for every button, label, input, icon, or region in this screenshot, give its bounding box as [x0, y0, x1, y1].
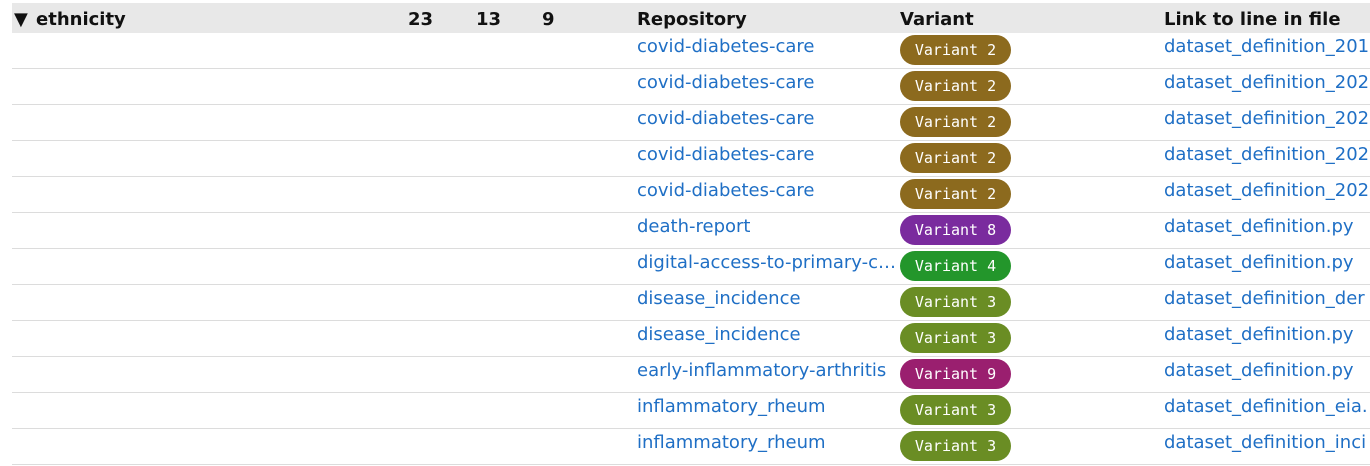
file-link[interactable]: dataset_definition_eia.	[1164, 396, 1368, 417]
repository-link[interactable]: digital-access-to-primary-c…	[637, 252, 895, 273]
repository-link[interactable]: covid-diabetes-care	[637, 180, 815, 201]
file-link[interactable]: dataset_definition_202	[1164, 180, 1370, 201]
file-link[interactable]: dataset_definition_202	[1164, 144, 1370, 165]
file-link[interactable]: dataset_definition.py	[1164, 324, 1354, 345]
table-row: covid-diabetes-care Variant 2 dataset_defi…	[12, 105, 1370, 141]
repository-link[interactable]: death-report	[637, 216, 751, 237]
file-link[interactable]: dataset_definition_inci	[1164, 432, 1367, 453]
variant-badge: Variant 3	[900, 323, 1011, 353]
table-row: inflammatory_rheum Variant 3 dataset_defin…	[12, 429, 1370, 465]
variant-badge: Variant 2	[900, 107, 1011, 137]
repository-link[interactable]: early-inflammatory-arthritis	[637, 360, 887, 381]
file-link[interactable]: dataset_definition.py	[1164, 252, 1354, 273]
file-link[interactable]: dataset_definition_202	[1164, 108, 1370, 129]
variant-badge: Variant 3	[900, 287, 1011, 317]
repository-link[interactable]: disease_incidence	[637, 288, 801, 309]
variant-badge: Variant 3	[900, 431, 1011, 461]
variant-badge: Variant 2	[900, 143, 1011, 173]
count: 9	[542, 9, 555, 30]
file-link[interactable]: dataset_definition_201	[1164, 36, 1370, 57]
repository-link[interactable]: covid-diabetes-care	[637, 72, 815, 93]
table-row: covid-diabetes-care Variant 2 dataset_defi…	[12, 33, 1370, 69]
repository-link[interactable]: inflammatory_rheum	[637, 396, 826, 417]
variant-badge: Variant 8	[900, 215, 1011, 245]
variant-badge: Variant 2	[900, 179, 1011, 209]
file-link[interactable]: dataset_definition.py	[1164, 360, 1354, 381]
repository-link[interactable]: covid-diabetes-care	[637, 144, 815, 165]
repository-link[interactable]: covid-diabetes-care	[637, 108, 815, 129]
variant-badge: Variant 2	[900, 35, 1011, 65]
column-header: Link to line in file	[1164, 9, 1341, 30]
file-link[interactable]: dataset_definition.py	[1164, 216, 1354, 237]
variant-badge: Variant 3	[900, 395, 1011, 425]
column-header: Repository	[637, 9, 747, 30]
column-header: Variant	[900, 9, 974, 30]
count: 13	[476, 9, 502, 30]
table-row: early-inflammatory-arthritis Variant 9 dat…	[12, 357, 1370, 393]
table-row: digital-access-to-primary-c… Variant 4 dat…	[12, 249, 1370, 285]
table-row: covid-diabetes-care Variant 2 dataset_defi…	[12, 69, 1370, 105]
toggle-icon[interactable]: ▼	[14, 9, 28, 30]
repository-link[interactable]: covid-diabetes-care	[637, 36, 815, 57]
group-header: ▼ ethnicity 23 13 9 Repository Variant L…	[12, 3, 1370, 33]
table-row: covid-diabetes-care Variant 2 dataset_defi…	[12, 177, 1370, 213]
repository-link[interactable]: inflammatory_rheum	[637, 432, 826, 453]
group-title[interactable]: ethnicity	[36, 9, 126, 30]
variant-badge: Variant 4	[900, 251, 1011, 281]
table-row: disease_incidence Variant 3 dataset_defini…	[12, 285, 1370, 321]
variant-badge: Variant 2	[900, 71, 1011, 101]
table-row: covid-diabetes-care Variant 2 dataset_defi…	[12, 141, 1370, 177]
table-row: inflammatory_rheum Variant 3 dataset_defin…	[12, 393, 1370, 429]
file-link[interactable]: dataset_definition_202	[1164, 72, 1370, 93]
table-row: death-report Variant 8 dataset_definition.…	[12, 213, 1370, 249]
table-row: disease_incidence Variant 3 dataset_defini…	[12, 321, 1370, 357]
file-link[interactable]: dataset_definition_der	[1164, 288, 1365, 309]
repository-link[interactable]: disease_incidence	[637, 324, 801, 345]
count: 23	[408, 9, 434, 30]
variant-badge: Variant 9	[900, 359, 1011, 389]
